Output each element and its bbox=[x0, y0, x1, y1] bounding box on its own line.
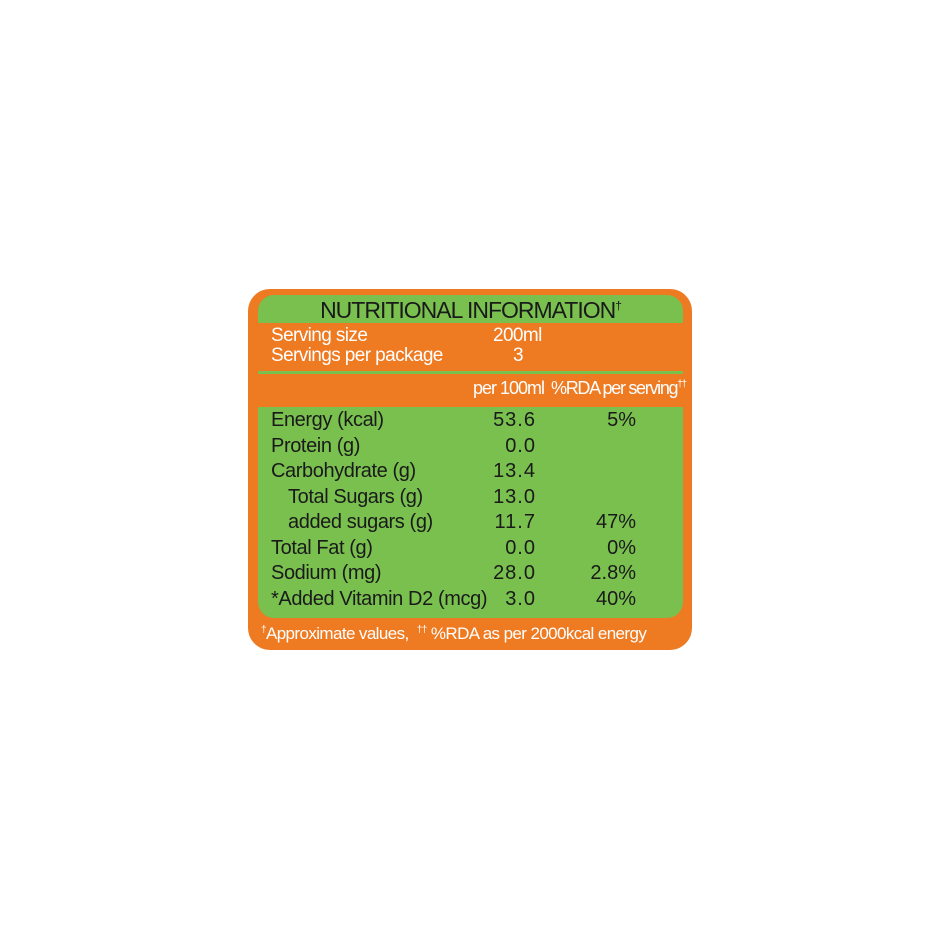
servings-label: Servings per package bbox=[271, 345, 443, 366]
label-header: NUTRITIONAL INFORMATION† bbox=[258, 295, 683, 323]
nutrient-value: 11.7 bbox=[494, 511, 536, 533]
table-row: Carbohydrate (g) 13.4 bbox=[258, 460, 683, 485]
footnote-approx: Approximate values, bbox=[265, 624, 409, 643]
nutrient-value: 0.0 bbox=[505, 536, 536, 559]
footnote-mark: † bbox=[261, 624, 267, 636]
col-header-per100: per 100ml bbox=[473, 378, 545, 398]
col-header-rda: %RDA per serving†† bbox=[551, 378, 687, 399]
nutrient-name: *Added Vitamin D2 (mcg) bbox=[271, 587, 488, 610]
title-text: NUTRITIONAL INFORMATION bbox=[320, 297, 616, 323]
nutrient-value: 0.0 bbox=[505, 434, 536, 457]
footnote: †Approximate values, †† %RDA as per 2000… bbox=[261, 624, 647, 644]
table-row: added sugars (g) 11.7 47% bbox=[258, 511, 683, 536]
nutrient-value: 28.0 bbox=[493, 562, 536, 584]
nutrient-rda: 47% bbox=[595, 511, 636, 533]
nutrient-name: Protein (g) bbox=[271, 434, 360, 457]
nutrient-name: added sugars (g) bbox=[288, 511, 433, 533]
serving-size-value: 200ml bbox=[493, 325, 542, 346]
nutrient-name: Total Fat (g) bbox=[271, 536, 373, 559]
col-rda-mark: †† bbox=[677, 379, 687, 390]
table-row: Energy (kcal) 53.6 5% bbox=[258, 409, 683, 434]
nutrient-name: Total Sugars (g) bbox=[288, 485, 423, 508]
nutrient-value: 13.4 bbox=[493, 460, 536, 482]
nutrient-name: Sodium (mg) bbox=[271, 562, 382, 584]
serving-size-label: Serving size bbox=[271, 325, 368, 346]
nutrient-name: Energy (kcal) bbox=[271, 409, 384, 431]
nutrient-value: 3.0 bbox=[505, 587, 536, 610]
nutrient-rda: 0% bbox=[607, 536, 636, 559]
nutrition-label: NUTRITIONAL INFORMATION† Serving size 20… bbox=[248, 289, 692, 650]
label-title: NUTRITIONAL INFORMATION† bbox=[258, 297, 683, 324]
divider bbox=[258, 371, 683, 374]
nutrient-rda: 5% bbox=[607, 409, 636, 431]
nutrient-rda: 40% bbox=[595, 587, 636, 610]
servings-value: 3 bbox=[513, 345, 524, 366]
footnote-rda: %RDA as per 2000kcal energy bbox=[430, 624, 647, 643]
nutrient-name: Carbohydrate (g) bbox=[271, 460, 416, 482]
table-row: Total Sugars (g) 13.0 bbox=[258, 486, 683, 511]
table-row: *Added Vitamin D2 (mcg) 3.0 40% bbox=[258, 588, 683, 613]
nutrient-table: Energy (kcal) 53.6 5% Protein (g) 0.0 Car… bbox=[258, 407, 683, 618]
nutrient-value: 13.0 bbox=[493, 485, 536, 508]
table-row: Protein (g) 0.0 bbox=[258, 435, 683, 460]
table-row: Sodium (mg) 28.0 2.8% bbox=[258, 562, 683, 587]
nutrient-value: 53.6 bbox=[493, 409, 536, 431]
table-row: Total Fat (g) 0.0 0% bbox=[258, 537, 683, 562]
footnote-mark: †† bbox=[416, 624, 428, 636]
col-rda-text: %RDA per serving bbox=[551, 378, 679, 398]
title-mark: † bbox=[615, 298, 622, 313]
nutrient-rda: 2.8% bbox=[590, 562, 636, 584]
